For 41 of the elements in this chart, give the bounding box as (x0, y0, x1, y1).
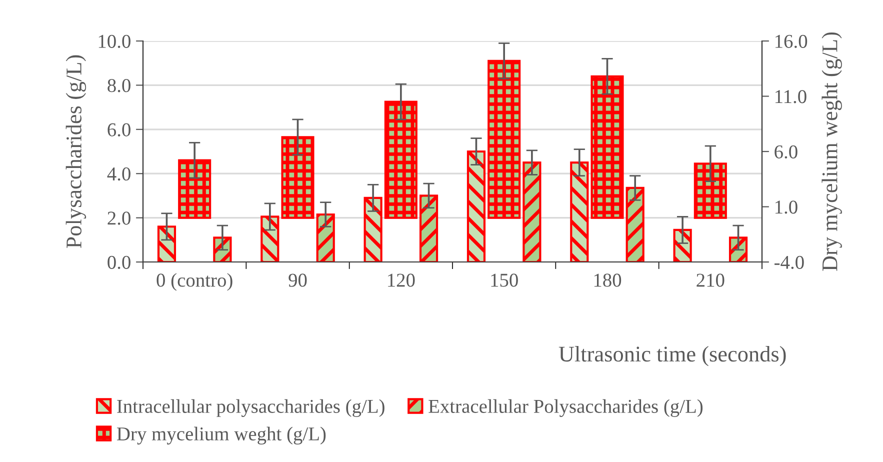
x-axis-title: Ultrasonic time (seconds) (558, 346, 786, 366)
x-tick-label: 180 (594, 274, 622, 287)
bar (522, 162, 542, 262)
bar (364, 196, 382, 262)
bar (260, 216, 280, 262)
bar (466, 150, 486, 262)
bar (626, 186, 644, 262)
y2-tick-label: -4.0 (774, 256, 804, 270)
y-tick-label: 2.0 (108, 212, 130, 225)
y-tick-label: 8.0 (108, 79, 130, 92)
bar (281, 136, 314, 219)
bar (590, 75, 624, 219)
y2-tick-label: 11.0 (776, 90, 806, 104)
legend-label: Extracellular Polysaccharides (g/L) (428, 399, 703, 417)
legend-label: Intracellular polysaccharides (g/L) (117, 399, 384, 417)
x-tick-label: 120 (388, 274, 415, 287)
bar (673, 228, 692, 262)
bar (384, 100, 418, 219)
bar (419, 194, 438, 262)
y-tick-label: 10.0 (98, 34, 130, 48)
x-tick-label: 150 (491, 274, 518, 287)
bar (316, 213, 335, 262)
legend-label: Dry mycelium weght (g/L) (116, 426, 326, 444)
bar (178, 159, 212, 219)
bar (570, 162, 589, 262)
y2-tick-label: 16.0 (776, 34, 808, 48)
bar (213, 236, 232, 262)
y-axis-title: Polysaccharides (g/L) (66, 55, 86, 248)
bar (728, 236, 748, 262)
y-tick-label: 4.0 (107, 167, 130, 181)
bar (694, 162, 727, 219)
y2-tick-label: 6.0 (774, 145, 798, 159)
x-tick-label: 90 (288, 274, 307, 287)
bar (488, 60, 521, 219)
y2-axis-title: Dry mycelium weght (g/L) (822, 32, 842, 271)
y-tick-label: 6.0 (108, 123, 130, 136)
y-tick-label: 0.0 (108, 256, 130, 270)
x-tick-label: 210 (696, 274, 724, 287)
y2-tick-label: 1.0 (776, 200, 798, 214)
x-tick-label: 0 (contro) (156, 273, 232, 291)
bar (157, 226, 176, 262)
